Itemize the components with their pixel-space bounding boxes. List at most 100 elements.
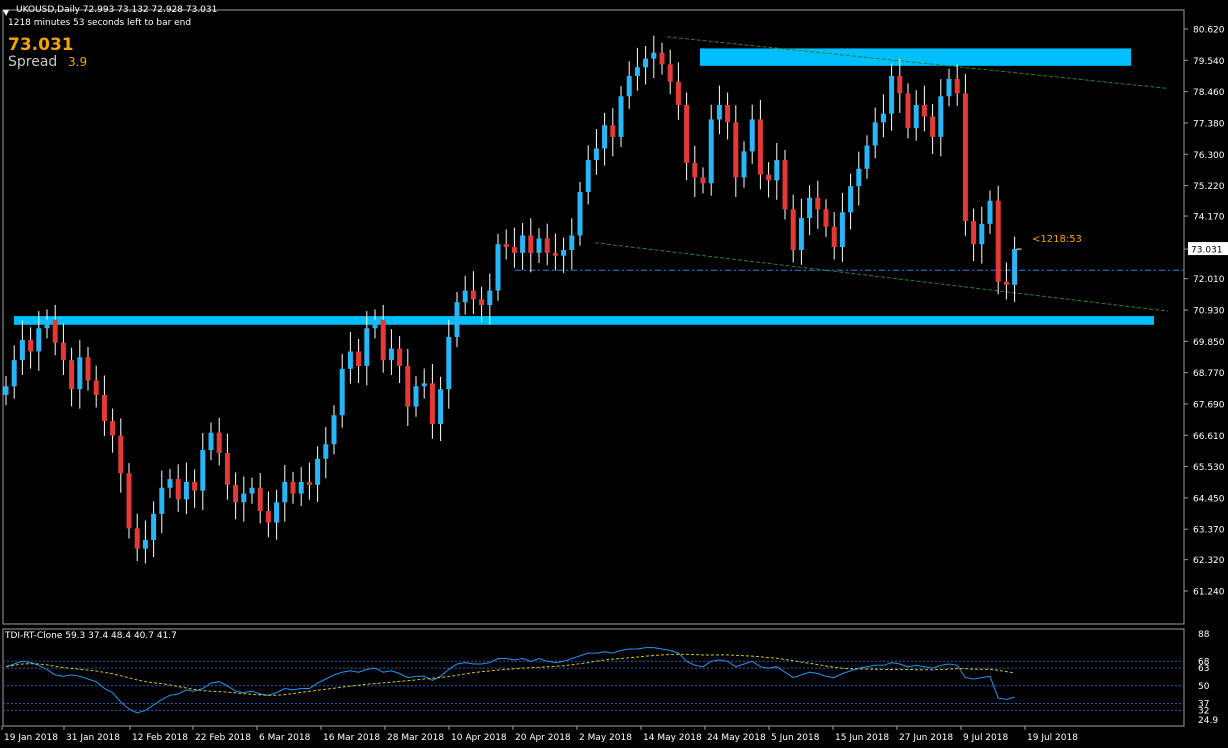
candle — [347, 332, 353, 384]
candle — [257, 472, 263, 524]
candle-body — [962, 93, 968, 221]
candle-body — [634, 67, 640, 76]
candle — [602, 112, 608, 166]
candle — [462, 275, 468, 315]
candle — [733, 105, 739, 197]
candle — [815, 180, 821, 229]
candle — [684, 92, 690, 181]
candle — [577, 181, 583, 246]
time-tick-label: 27 Jun 2018 — [899, 733, 953, 743]
candle-body — [19, 339, 25, 361]
time-tick-label: 22 Feb 2018 — [195, 733, 251, 743]
candle-body — [69, 360, 75, 390]
candle — [421, 368, 427, 399]
candle — [216, 417, 222, 466]
candle-body — [708, 119, 714, 184]
candle — [192, 469, 198, 508]
candle — [536, 228, 542, 264]
candle-body — [454, 302, 460, 337]
collapse-triangle-icon[interactable]: ▼ — [3, 8, 10, 17]
candle — [413, 376, 419, 417]
candle-body — [126, 473, 132, 529]
candle — [954, 64, 960, 106]
price-tick-label: 72.010 — [1193, 275, 1225, 285]
candle-body — [134, 528, 140, 549]
candles — [3, 35, 1022, 564]
candle-body — [741, 151, 747, 178]
candle — [921, 85, 927, 132]
candle — [962, 73, 968, 236]
candle-body — [839, 212, 845, 248]
time-tick-label: 14 May 2018 — [643, 733, 702, 743]
candle — [634, 47, 640, 91]
candle-body — [618, 96, 624, 137]
candle — [938, 79, 944, 157]
candle — [134, 513, 140, 562]
candle-body — [684, 104, 690, 163]
candle — [741, 141, 747, 188]
candle-body — [692, 162, 698, 178]
time-tick-label: 20 Apr 2018 — [515, 733, 571, 743]
candle — [979, 206, 985, 264]
time-tick-label: 19 Jan 2018 — [4, 733, 58, 743]
candle — [233, 472, 239, 520]
price-tick-label: 79.540 — [1193, 57, 1225, 67]
candle — [766, 162, 772, 198]
tdi-signal-line — [5, 653, 1015, 696]
candle-body — [987, 200, 993, 224]
price-tick-label: 67.690 — [1193, 400, 1225, 410]
candle-body — [438, 389, 444, 424]
candle — [3, 376, 9, 406]
candle — [28, 327, 34, 369]
candle-body — [265, 510, 271, 523]
candle-body — [503, 244, 509, 248]
candle — [864, 135, 870, 179]
candle — [544, 223, 550, 266]
candle-body — [880, 113, 886, 123]
candle-body — [298, 481, 304, 494]
candle-body — [823, 209, 829, 227]
candle-body — [159, 487, 165, 514]
candle-body — [216, 432, 222, 453]
candle-body — [1003, 281, 1009, 285]
candle-body — [872, 122, 878, 146]
candle — [470, 271, 476, 315]
candle-body — [331, 415, 337, 445]
price-tick-label: 73.031 — [1191, 246, 1223, 256]
candle — [913, 90, 919, 141]
candle — [610, 108, 616, 157]
candle-body — [192, 481, 198, 491]
candle-body — [520, 235, 526, 253]
candle — [110, 408, 116, 453]
indicator-tick-label: 50 — [1198, 682, 1210, 692]
candle-body — [487, 290, 493, 306]
candle-body — [93, 380, 99, 395]
candle-body — [462, 290, 468, 303]
candle — [749, 104, 755, 164]
time-tick-label: 15 Jun 2018 — [835, 733, 889, 743]
candle — [593, 129, 599, 175]
candle-body — [725, 104, 731, 123]
candle-body — [323, 444, 329, 459]
candle-body — [110, 421, 116, 436]
indicator-tick-label: 68 — [1198, 657, 1210, 667]
indicator-panel-frame — [2, 628, 1185, 727]
price-tick-label: 68.770 — [1193, 369, 1225, 379]
candle — [725, 92, 731, 140]
candle-body — [930, 116, 936, 137]
candle-body — [175, 479, 181, 500]
candle — [872, 107, 878, 159]
candle — [839, 192, 845, 262]
price-tick-label: 70.930 — [1193, 307, 1225, 317]
candle-body — [544, 238, 550, 253]
candle — [708, 104, 714, 196]
candle — [700, 167, 706, 194]
candle — [528, 218, 534, 273]
indicator-tick-label: 88 — [1198, 630, 1210, 640]
candle — [208, 422, 214, 461]
candle-body — [315, 458, 321, 485]
candle-body — [200, 450, 206, 491]
candle — [364, 311, 370, 386]
candle-body — [249, 487, 255, 494]
